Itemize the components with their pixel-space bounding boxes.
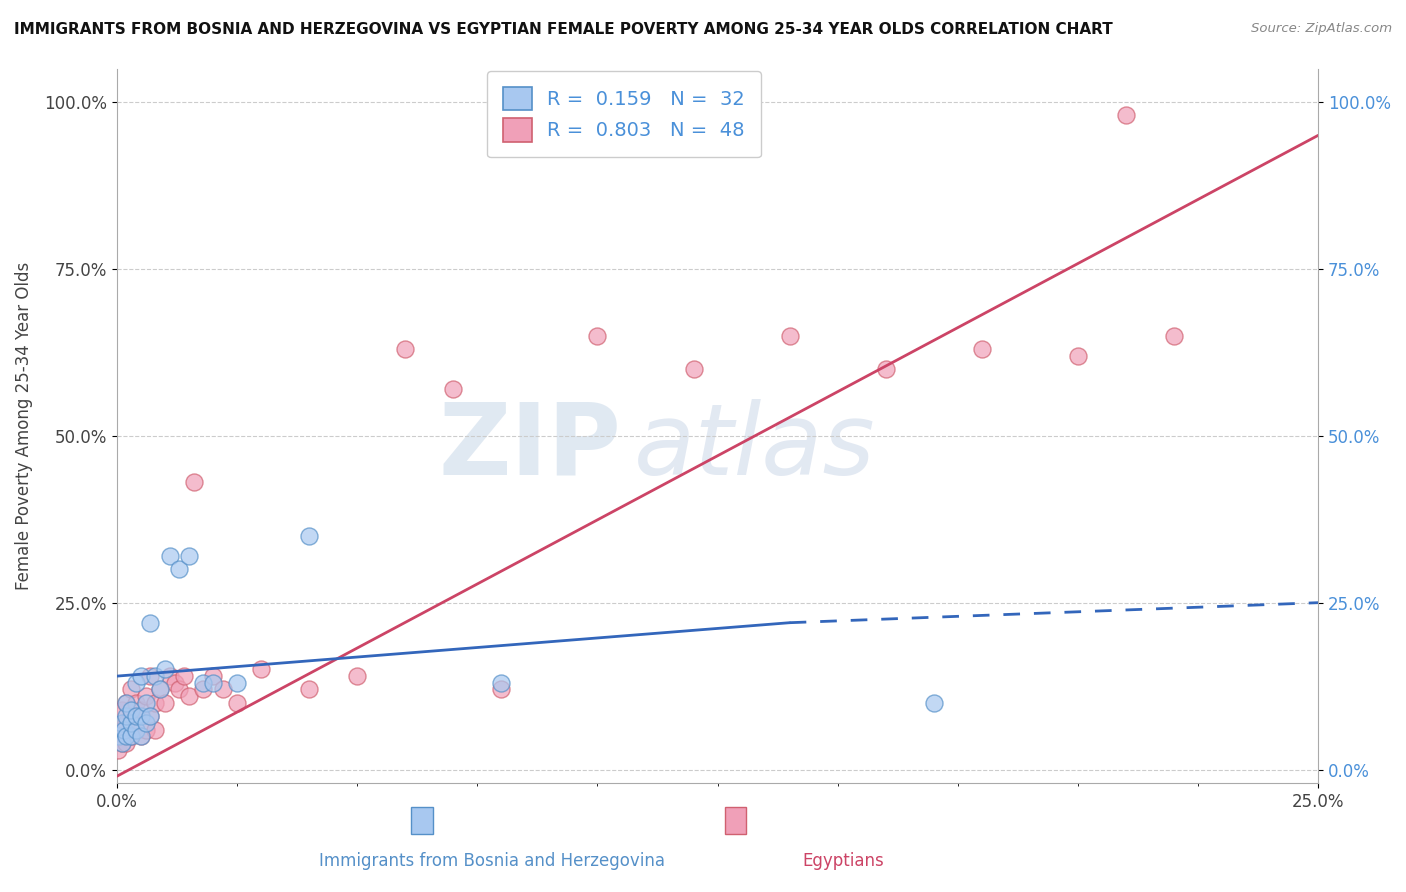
Point	[143, 723, 166, 737]
Point	[211, 682, 233, 697]
Point	[173, 669, 195, 683]
Text: ZIP: ZIP	[439, 399, 621, 496]
Point	[125, 723, 148, 737]
Point	[111, 715, 134, 730]
FancyBboxPatch shape	[724, 807, 747, 834]
Point	[586, 328, 609, 343]
Point	[149, 682, 172, 697]
Point	[135, 723, 157, 737]
Point	[125, 723, 148, 737]
Point	[169, 562, 191, 576]
Point	[115, 696, 138, 710]
Point	[346, 669, 368, 683]
Point	[201, 675, 224, 690]
Point	[115, 696, 138, 710]
Point	[250, 662, 273, 676]
Point	[111, 736, 134, 750]
Point	[115, 729, 138, 743]
Point	[129, 669, 152, 683]
Point	[169, 682, 191, 697]
Point	[1163, 328, 1185, 343]
Text: Immigrants from Bosnia and Herzegovina: Immigrants from Bosnia and Herzegovina	[319, 852, 665, 870]
Point	[153, 662, 176, 676]
Text: Egyptians: Egyptians	[803, 852, 884, 870]
Point	[115, 715, 138, 730]
Point	[120, 709, 142, 723]
Point	[143, 669, 166, 683]
Point	[1067, 349, 1090, 363]
Point	[149, 682, 172, 697]
Point	[129, 729, 152, 743]
Point	[129, 709, 152, 723]
Point	[163, 675, 186, 690]
Point	[193, 682, 215, 697]
Point	[441, 382, 464, 396]
Point	[135, 715, 157, 730]
Point	[108, 729, 131, 743]
Point	[875, 362, 897, 376]
Point	[139, 709, 162, 723]
Point	[120, 682, 142, 697]
Text: IMMIGRANTS FROM BOSNIA AND HERZEGOVINA VS EGYPTIAN FEMALE POVERTY AMONG 25-34 YE: IMMIGRANTS FROM BOSNIA AND HERZEGOVINA V…	[14, 22, 1112, 37]
FancyBboxPatch shape	[411, 807, 433, 834]
Point	[112, 729, 135, 743]
Text: Source: ZipAtlas.com: Source: ZipAtlas.com	[1251, 22, 1392, 36]
Point	[177, 549, 200, 563]
Point	[491, 682, 513, 697]
Point	[177, 689, 200, 703]
Point	[112, 723, 135, 737]
Point	[115, 736, 138, 750]
Point	[394, 342, 416, 356]
Point	[970, 342, 993, 356]
Point	[120, 729, 142, 743]
Point	[193, 675, 215, 690]
Text: atlas: atlas	[634, 399, 875, 496]
Point	[108, 729, 131, 743]
Point	[226, 696, 249, 710]
Point	[120, 729, 142, 743]
Point	[125, 675, 148, 690]
Point	[115, 709, 138, 723]
Point	[107, 742, 129, 756]
Point	[135, 696, 157, 710]
Point	[135, 689, 157, 703]
Point	[682, 362, 704, 376]
Point	[298, 529, 321, 543]
Point	[143, 696, 166, 710]
Point	[183, 475, 205, 490]
Point	[111, 723, 134, 737]
Point	[129, 702, 152, 716]
Point	[298, 682, 321, 697]
Point	[139, 615, 162, 630]
Point	[226, 675, 249, 690]
Point	[125, 709, 148, 723]
Y-axis label: Female Poverty Among 25-34 Year Olds: Female Poverty Among 25-34 Year Olds	[15, 261, 32, 590]
Point	[491, 675, 513, 690]
Point	[201, 669, 224, 683]
Point	[139, 669, 162, 683]
Point	[120, 702, 142, 716]
Point	[922, 696, 945, 710]
Point	[1115, 108, 1137, 122]
Point	[111, 702, 134, 716]
Point	[111, 736, 134, 750]
Point	[125, 696, 148, 710]
Legend: R =  0.159   N =  32, R =  0.803   N =  48: R = 0.159 N = 32, R = 0.803 N = 48	[486, 71, 761, 157]
Point	[129, 729, 152, 743]
Point	[159, 669, 181, 683]
Point	[779, 328, 801, 343]
Point	[153, 696, 176, 710]
Point	[159, 549, 181, 563]
Point	[120, 715, 142, 730]
Point	[139, 709, 162, 723]
